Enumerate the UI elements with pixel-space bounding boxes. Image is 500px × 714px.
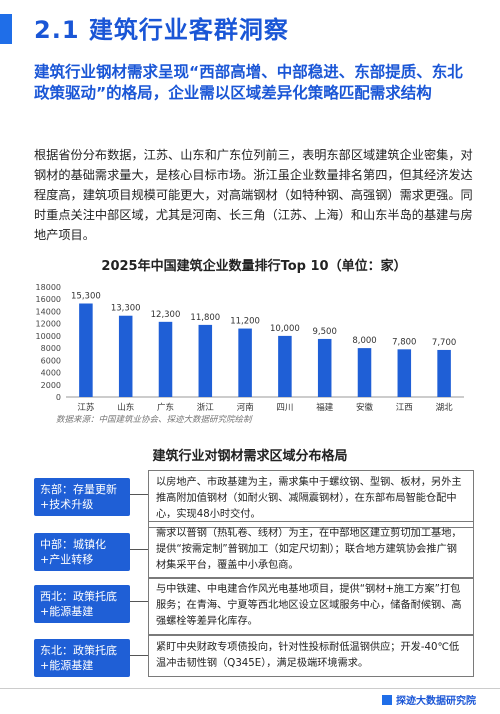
connector-line (130, 655, 148, 656)
footer-brand: 探迹大数据研究院 (382, 692, 476, 707)
x-tick-label: 四川 (276, 403, 293, 413)
connector-line (130, 494, 148, 495)
x-tick-label: 福建 (316, 402, 334, 413)
bar-chart: 2025年中国建筑企业数量排行Top 10（单位：家） 0 2000 4000 600… (34, 255, 474, 425)
y-tick-label: 8000 (41, 344, 61, 353)
chart-title: 2025年中国建筑企业数量排行Top 10（单位：家） (101, 259, 407, 274)
x-tick-label: 浙江 (197, 402, 215, 413)
region-row-east: 东部：存量更新+技术升级 以房地产、市政基建为主，需求集中于螺纹钢、型钢、板材，… (34, 470, 474, 530)
x-tick-label: 江苏 (77, 402, 95, 413)
y-tick-label: 6000 (41, 356, 61, 365)
y-tick-label: 10000 (36, 332, 61, 341)
x-tick-label: 江西 (396, 403, 413, 413)
bar (158, 321, 173, 397)
region-label-east: 东部：存量更新+技术升级 (34, 478, 130, 516)
distribution-title: 建筑行业对钢材需求区域分布格局 (152, 449, 348, 464)
bar (278, 335, 292, 397)
title-bar: 2.1 建筑行业客群洞察 (0, 0, 500, 55)
y-tick-label: 18000 (36, 283, 61, 292)
x-tick-label: 河南 (237, 402, 254, 413)
bar-value-label: 15,300 (71, 292, 101, 302)
page-subtitle: 建筑行业钢材需求呈现“西部高增、中部稳进、东部提质、东北政策驱动”的格局，企业需… (34, 63, 463, 102)
bar (79, 303, 93, 397)
bar-value-label: 12,300 (151, 310, 181, 320)
region-label-northwest: 西北：政策托底+能源基建 (34, 585, 130, 623)
bar-value-label: 7,700 (432, 338, 456, 348)
bar (397, 349, 412, 397)
region-desc-east: 以房地产、市政基建为主，需求集中于螺纹钢、型钢、板材，另外主推高附加值钢材（如耐… (148, 470, 474, 528)
y-tick-label: 4000 (41, 369, 61, 378)
y-tick-label: 14000 (36, 307, 61, 316)
bar-value-label: 11,800 (190, 313, 220, 323)
region-row-northwest: 西北：政策托底+能源基建 与中铁建、中电建合作风光电基地项目，提供“钢材+施工方… (34, 577, 474, 637)
data-source-note: 数据来源：中国建筑业协会、探迹大数据研究院绘制 (56, 415, 252, 425)
x-tick-label: 广东 (157, 402, 174, 413)
page-title: 2.1 建筑行业客群洞察 (34, 16, 289, 44)
bar-value-label: 7,800 (392, 337, 416, 347)
region-label-central: 中部：城镇化+产业转移 (34, 533, 130, 571)
region-desc-northeast: 紧盯中央财政专项债投向，针对性投标耐低温钢供应；开发-40℃低温冲击韧性钢（Q3… (148, 635, 474, 677)
bar-value-label: 11,200 (230, 317, 260, 327)
connector-line (130, 601, 148, 602)
bar (118, 315, 133, 397)
y-tick-label: 2000 (41, 381, 61, 390)
brand-logo-icon (382, 694, 392, 705)
footer-divider (0, 688, 500, 689)
footer-brand-text: 探迹大数据研究院 (396, 696, 476, 707)
y-tick-label: 12000 (36, 320, 61, 329)
chart-svg: 0 2000 4000 6000 8000 10000 12000 14000 16000 180… (36, 283, 464, 413)
region-row-northeast: 东北：政策托底+能源基建 紧盯中央财政专项债投向，针对性投标耐低温钢供应；开发-… (34, 635, 474, 683)
bar-value-label: 10,000 (270, 324, 300, 334)
body-paragraph: 根据省份分布数据，江苏、山东和广东位列前三，表明东部区域建筑企业密集，对钢材的基… (34, 148, 473, 242)
bar-value-label: 8,000 (352, 336, 376, 346)
y-tick-label: 0 (56, 393, 61, 402)
connector-line (130, 549, 148, 550)
bar-value-label: 9,500 (313, 327, 337, 337)
region-desc-central: 需求以普钢（热轧卷、线材）为主，在中部地区建立剪切加工基地，提供“按需定制”普钢… (148, 521, 474, 579)
y-tick-label: 16000 (36, 295, 61, 304)
bar (357, 348, 372, 397)
x-tick-label: 山东 (117, 402, 134, 413)
x-tick-label: 安徽 (356, 402, 374, 413)
region-row-central: 中部：城镇化+产业转移 需求以普钢（热轧卷、线材）为主，在中部地区建立剪切加工基… (34, 521, 474, 581)
title-accent-bar (0, 14, 12, 44)
bar (198, 324, 213, 397)
bar (317, 338, 332, 397)
x-tick-label: 湖北 (436, 403, 454, 413)
region-label-northeast: 东北：政策托底+能源基建 (34, 639, 130, 677)
bar (238, 328, 252, 397)
bar (437, 349, 451, 397)
bar-value-label: 13,300 (111, 304, 141, 314)
region-desc-northwest: 与中铁建、中电建合作风光电基地项目，提供“钢材+施工方案”打包服务；在青海、宁夏… (148, 577, 474, 635)
